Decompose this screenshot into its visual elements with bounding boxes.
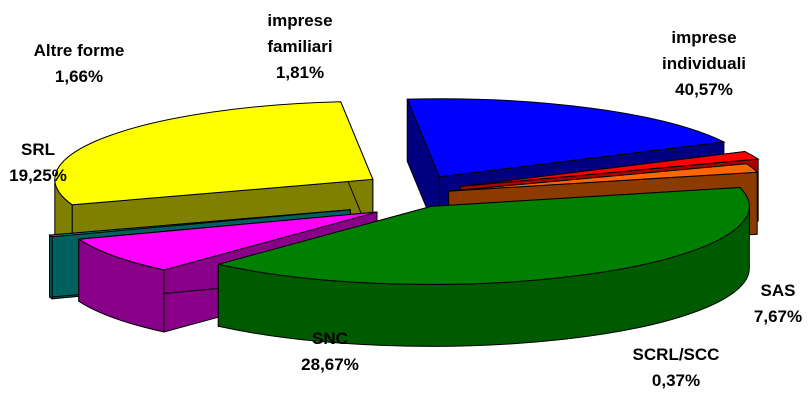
slice-rim-2-0	[49, 234, 53, 300]
slice-label-3: SNC 28,67%	[301, 329, 359, 374]
slice-label-5: Altre forme 1,66%	[34, 41, 125, 86]
slice-label-1: SAS 7,67%	[754, 281, 802, 326]
slice-0	[217, 186, 750, 347]
slice-top-1	[77, 211, 378, 271]
slice-label-2: SCRL/SCC 0,37%	[633, 345, 720, 390]
slice-top-2	[48, 209, 351, 238]
slice-label-0: imprese individuali 40,57%	[662, 28, 746, 99]
slice-top-6	[448, 163, 759, 192]
slice-top-4	[406, 98, 726, 178]
slice-label-6: imprese familiari 1,81%	[267, 11, 332, 82]
slice-top-5	[460, 151, 760, 187]
slice-label-4: SRL 19,25%	[9, 140, 67, 185]
slice-top-3	[54, 101, 374, 206]
slice-top-0	[218, 186, 750, 285]
